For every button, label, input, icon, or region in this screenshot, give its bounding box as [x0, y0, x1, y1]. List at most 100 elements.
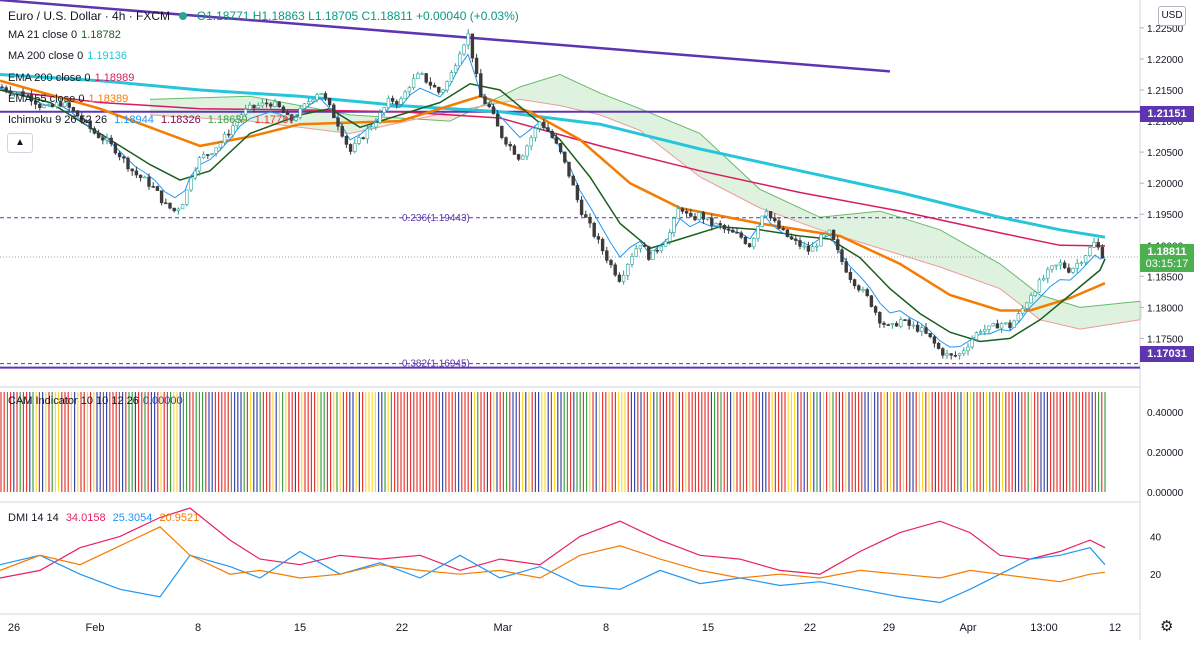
study-label[interactable]: MA 21 close 0	[8, 29, 78, 41]
price-tick-label: 1.19500	[1147, 210, 1184, 221]
candle-body	[155, 186, 160, 191]
cloud-segment	[694, 131, 702, 178]
study-legend[interactable]: EMA 55 close 0 1.18389	[8, 93, 132, 105]
cloud-segment	[598, 92, 606, 118]
time-tick-label: 22	[804, 622, 816, 634]
candle-body	[815, 245, 819, 248]
candle-body	[978, 331, 983, 334]
study-label[interactable]: EMA 55 close 0	[8, 93, 85, 105]
cloud-segment	[902, 218, 910, 258]
time-tick-label: 8	[195, 622, 201, 634]
candle-body	[588, 217, 592, 224]
currency-button[interactable]: USD	[1158, 6, 1186, 26]
dmi-legend[interactable]: DMI 14 14 34.0158 25.3054 20.9521	[8, 512, 203, 524]
candle-body	[794, 238, 798, 241]
price-tick-label: 1.18500	[1147, 272, 1184, 283]
candle-body	[239, 114, 244, 120]
candle-body	[441, 89, 445, 93]
study-legend[interactable]: MA 200 close 0 1.19136	[8, 50, 131, 62]
candle-body	[680, 208, 685, 212]
candle-body	[743, 237, 748, 244]
cloud-segment	[318, 108, 326, 131]
cloud-segment	[566, 77, 574, 109]
candle-body	[642, 245, 647, 247]
candle-body	[924, 327, 928, 334]
candle-body	[693, 216, 697, 221]
cloud-span-b	[149, 98, 1141, 330]
cloud-segment	[790, 203, 798, 222]
candle-body	[298, 108, 302, 118]
cloud-segment	[910, 220, 918, 261]
study-label[interactable]: MA 200 close 0	[8, 50, 84, 62]
cloud-segment	[446, 111, 454, 121]
cloud-segment	[990, 258, 998, 288]
candle-body	[592, 222, 596, 237]
candle-body	[63, 102, 67, 107]
cloud-segment	[1110, 303, 1118, 325]
horizontal-levels[interactable]: 0.236(1.19443) 0.382(1.16945)	[0, 0, 1140, 370]
candle-body	[861, 289, 865, 291]
candle-body	[554, 137, 559, 144]
study-value: 1.17787	[254, 114, 295, 126]
cloud-segment	[894, 215, 902, 256]
cloud-segment	[958, 240, 966, 277]
candle-body	[470, 33, 475, 59]
study-label[interactable]: DMI 14 14	[8, 512, 59, 524]
candle-body	[718, 223, 722, 226]
cloud-segment	[950, 235, 958, 274]
candle-body	[1004, 322, 1008, 325]
candle-body	[1033, 291, 1037, 296]
candle-body	[731, 229, 735, 233]
candle-body	[143, 176, 147, 179]
study-value: 1.18326	[160, 114, 201, 126]
study-value: 1.18782	[81, 29, 121, 41]
symbol-title[interactable]: Euro / U.S. Dollar · 4h · FXCM	[8, 9, 171, 23]
ohlc-values: O1.18771 H1.18863 L1.18705 C1.18811 +0.0…	[196, 9, 519, 23]
candle-body	[907, 319, 911, 326]
study-legend[interactable]: EMA 200 close 0 1.18989	[8, 72, 138, 84]
study-label[interactable]: EMA 200 close 0	[8, 72, 91, 84]
candle-body	[970, 339, 974, 348]
candle-body	[899, 319, 903, 327]
cloud-segment	[1062, 301, 1070, 327]
candle-body	[67, 102, 71, 108]
cam-legend[interactable]: CAM Indicator 10 10 12 26 0.00000	[8, 395, 187, 407]
candle-body	[75, 110, 80, 117]
time-tick-label: 26	[8, 622, 20, 634]
cloud-segment	[966, 244, 974, 280]
candle-body	[479, 73, 483, 98]
candle-body	[663, 241, 668, 247]
candle-body	[852, 279, 857, 287]
candle-body	[264, 102, 269, 105]
candle-body	[777, 220, 781, 229]
candle-body	[575, 184, 580, 201]
candle-body	[290, 114, 294, 121]
candle-body	[651, 250, 655, 260]
time-tick-label: Mar	[494, 622, 513, 634]
candle-body	[579, 199, 584, 215]
study-value: 1.18389	[88, 93, 129, 105]
cloud-segment	[718, 150, 726, 191]
candle-body	[323, 93, 328, 99]
candle-body	[1071, 268, 1075, 273]
cloud-segment	[838, 214, 846, 238]
candle-body	[1025, 302, 1029, 309]
cam-tick-label: 0.20000	[1147, 448, 1184, 459]
study-legend[interactable]: Ichimoku 9 26 52 26 1.18944 1.18326 1.18…	[8, 114, 298, 126]
study-label[interactable]: CAM Indicator 10 10 12 26	[8, 395, 139, 407]
candle-body	[991, 323, 995, 327]
gear-icon[interactable]: ⚙	[1160, 618, 1174, 635]
candle-body	[206, 154, 210, 156]
cloud-segment	[750, 180, 758, 207]
candle-body	[638, 245, 643, 250]
study-label[interactable]: Ichimoku 9 26 52 26	[8, 114, 108, 126]
collapse-legend-button[interactable]: ▲	[7, 133, 33, 153]
study-legend[interactable]: MA 21 close 0 1.18782	[8, 29, 125, 41]
cloud-segment	[982, 253, 990, 286]
candle-body	[949, 353, 953, 356]
cloud-segment	[1014, 274, 1022, 306]
candle-body	[983, 328, 987, 332]
price-tick-label: 1.21500	[1147, 86, 1184, 97]
